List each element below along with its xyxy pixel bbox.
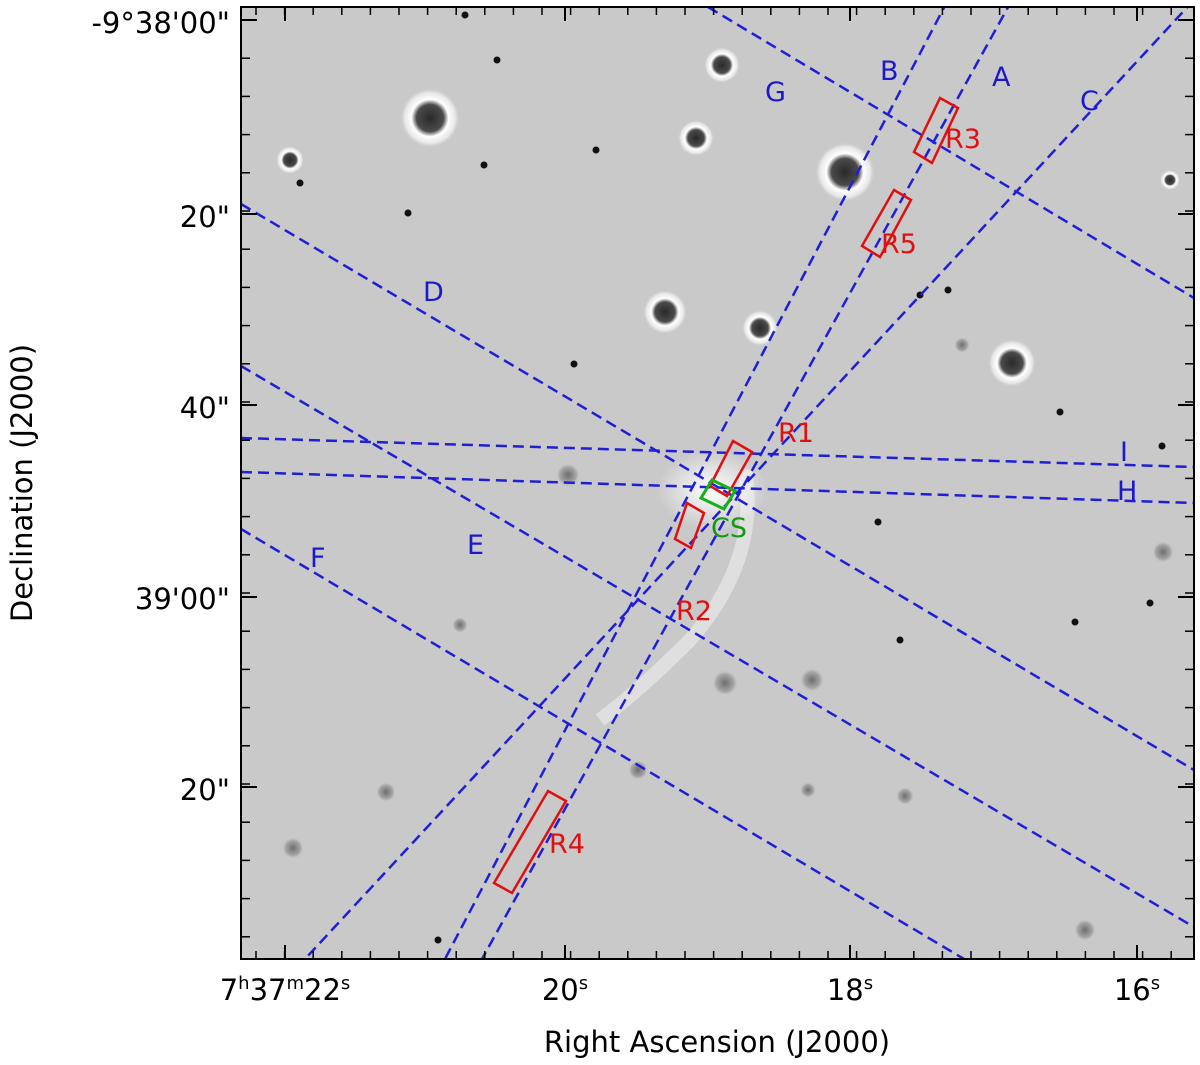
slit-label-e: E xyxy=(467,530,484,561)
bright-source xyxy=(988,339,1036,387)
ticks xyxy=(241,7,1194,959)
slit-label-g: G xyxy=(765,77,786,108)
slit-label-h: H xyxy=(1117,476,1137,507)
central-source-label: CS xyxy=(711,513,747,544)
faint-source xyxy=(712,670,738,696)
point-source xyxy=(1056,408,1064,416)
slit-g xyxy=(707,7,1194,300)
faint-source xyxy=(954,337,970,353)
x-tick-label: 18s xyxy=(827,973,873,1007)
bright-source xyxy=(276,146,304,174)
faint-source xyxy=(452,617,468,633)
faint-source xyxy=(1074,919,1096,941)
faint-source xyxy=(1152,541,1174,563)
faint-source xyxy=(896,787,914,805)
x-tick-label: 16s xyxy=(1114,973,1160,1007)
y-tick-label: 20" xyxy=(180,773,230,807)
slit-i xyxy=(241,436,1194,469)
region-label-r3: R3 xyxy=(945,124,981,155)
bright-source xyxy=(678,120,714,156)
point-source xyxy=(434,936,442,944)
point-source xyxy=(570,360,578,368)
slit-label-c: C xyxy=(1080,86,1099,117)
faint-source xyxy=(800,668,824,692)
region-label-r5: R5 xyxy=(881,229,917,260)
faint-source xyxy=(628,760,648,780)
bright-source xyxy=(1160,170,1180,190)
y-tick-label: 39'00" xyxy=(135,582,230,616)
bright-source xyxy=(643,290,687,334)
x-tick-label: 20s xyxy=(542,973,588,1007)
slit-f xyxy=(241,527,965,959)
plot-frame xyxy=(240,6,1195,960)
slit-label-i: I xyxy=(1120,437,1128,468)
slit-h xyxy=(241,470,1194,505)
bright-source xyxy=(704,47,740,83)
slit-c xyxy=(304,7,1190,959)
region-r5 xyxy=(860,188,913,259)
point-source xyxy=(404,209,412,217)
point-source xyxy=(944,286,952,294)
region-r3 xyxy=(912,96,960,165)
region-label-r4: R4 xyxy=(549,829,585,860)
sources xyxy=(276,11,1180,944)
point-source xyxy=(1071,618,1079,626)
region-label-r1: R1 xyxy=(778,418,814,449)
bright-source xyxy=(742,310,778,346)
x-axis-title: Right Ascension (J2000) xyxy=(544,1025,890,1059)
point-source xyxy=(461,11,469,19)
faint-source xyxy=(800,782,816,798)
slit-b xyxy=(443,7,946,959)
bright-source xyxy=(400,88,460,148)
x-tick-labels: 7h37m22s 20s 18s 16s xyxy=(220,973,1160,1007)
point-source xyxy=(1146,599,1154,607)
central-source-box xyxy=(698,478,738,511)
slit-a xyxy=(480,7,1010,959)
slit-label-f: F xyxy=(310,543,326,574)
slits xyxy=(241,7,1194,959)
bright-source xyxy=(815,142,875,202)
point-source xyxy=(592,146,600,154)
y-axis-title: Declination (J2000) xyxy=(5,344,39,622)
region-r4 xyxy=(492,789,568,895)
slit-label-b: B xyxy=(880,56,899,87)
region-label-r2: R2 xyxy=(676,596,712,627)
slit-e xyxy=(241,364,1194,929)
faint-source xyxy=(376,782,396,802)
point-source xyxy=(896,636,904,644)
point-source xyxy=(296,179,304,187)
y-tick-label: -9°38'00" xyxy=(91,6,230,40)
regions xyxy=(492,96,960,895)
point-source xyxy=(480,161,488,169)
point-source xyxy=(874,518,882,526)
slit-label-d: D xyxy=(423,277,444,308)
region-r2 xyxy=(673,501,706,550)
slit-label-a: A xyxy=(992,62,1011,93)
point-source xyxy=(493,56,501,64)
point-source xyxy=(1158,442,1166,450)
faint-source xyxy=(282,837,304,859)
region-r1 xyxy=(708,439,754,498)
faint-source xyxy=(556,463,580,487)
y-tick-label: 40" xyxy=(180,391,230,425)
x-tick-label: 7h37m22s xyxy=(220,973,351,1007)
y-tick-label: 20" xyxy=(180,200,230,234)
